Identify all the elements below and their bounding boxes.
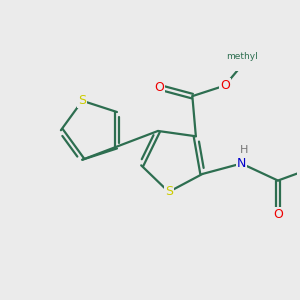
Text: S: S [78, 94, 86, 107]
Text: H: H [240, 145, 248, 154]
Text: methyl: methyl [226, 52, 258, 61]
Text: O: O [154, 81, 164, 94]
Text: O: O [220, 79, 230, 92]
Text: N: N [237, 157, 246, 170]
Text: O: O [273, 208, 283, 221]
Text: S: S [165, 185, 173, 198]
